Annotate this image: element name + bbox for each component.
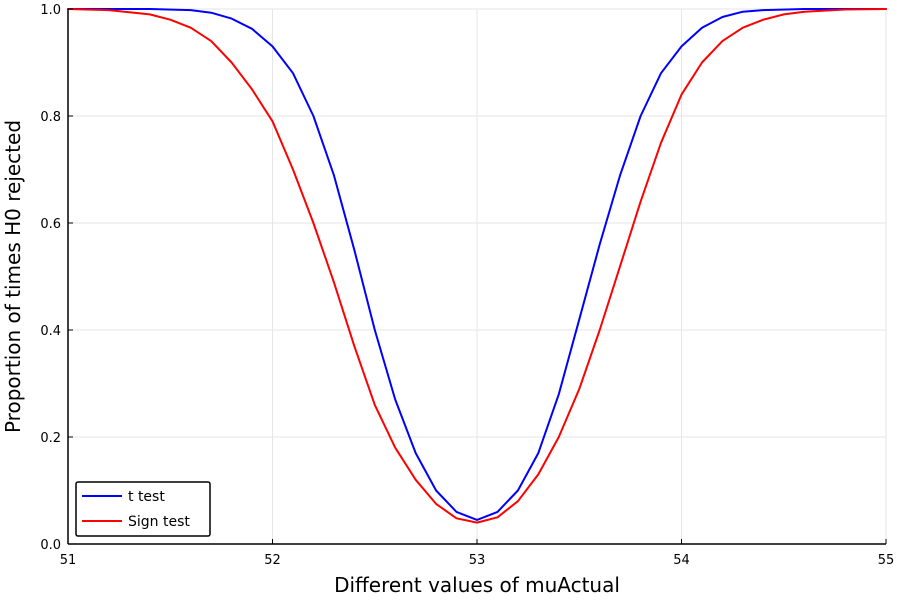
legend-label-t-test: t test: [128, 489, 165, 505]
tick-labels: 51 52 53 54 55 0.0 0.2 0.4 0.6 0.8 1.0: [40, 3, 894, 568]
y-tick-label: 1.0: [40, 3, 61, 18]
y-tick-label: 0.2: [40, 431, 61, 446]
y-tick-label: 0.0: [40, 538, 61, 553]
legend-label-sign-test: Sign test: [128, 514, 190, 530]
y-tick-label: 0.4: [40, 324, 61, 339]
x-tick-label: 52: [264, 553, 281, 568]
x-axis-title: Different values of muActual: [334, 573, 620, 597]
series-line-t-test: [67, 8, 887, 521]
legend: t test Sign test: [75, 481, 211, 537]
series-line-sign-test: [67, 8, 887, 524]
y-tick-label: 0.8: [40, 110, 61, 125]
x-tick-label: 55: [878, 553, 895, 568]
y-axis-title: Proportion of times H0 rejected: [1, 120, 25, 433]
x-tick-label: 51: [60, 553, 77, 568]
x-tick-label: 54: [673, 553, 690, 568]
grid-lines: [67, 8, 887, 545]
series-lines: [67, 8, 887, 524]
y-tick-label: 0.6: [40, 217, 61, 232]
x-tick-label: 53: [469, 553, 486, 568]
